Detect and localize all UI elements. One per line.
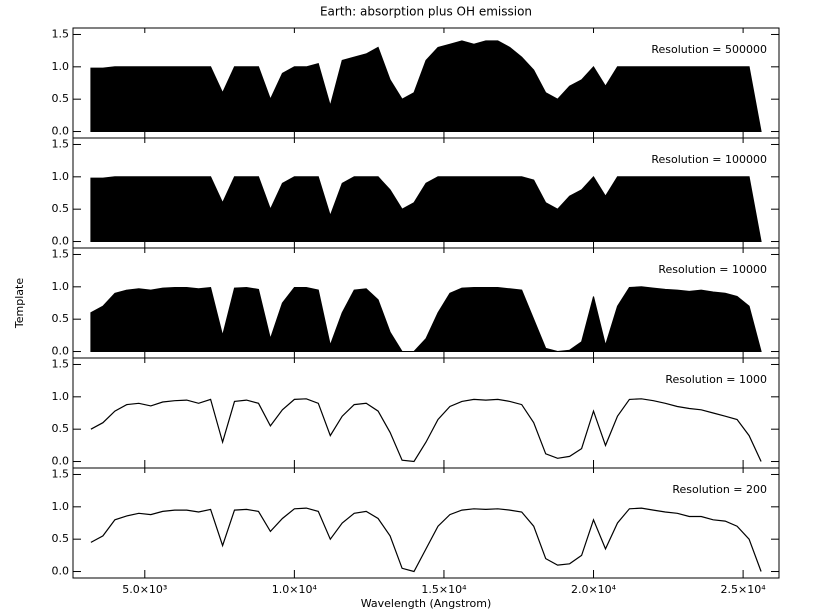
annotation: Resolution = 100000	[651, 153, 767, 166]
x-tick-label: 5.0×10³	[122, 583, 167, 596]
y-tick-label: 0.5	[52, 312, 70, 325]
chart-title: Earth: absorption plus OH emission	[320, 5, 532, 19]
annotation: Resolution = 1000	[665, 373, 767, 386]
y-tick-label: 1.0	[52, 60, 70, 73]
y-tick-label: 0.5	[52, 532, 70, 545]
annotation: Resolution = 500000	[651, 43, 767, 56]
y-tick-label: 0.5	[52, 202, 70, 215]
y-tick-label: 1.0	[52, 390, 70, 403]
y-axis-label: Template	[13, 278, 26, 329]
y-tick-label: 0.0	[52, 235, 70, 248]
x-tick-label: 2.5×10⁴	[721, 583, 767, 596]
spectrum-line	[90, 507, 762, 573]
y-tick-label: 1.0	[52, 280, 70, 293]
annotation: Resolution = 200	[672, 483, 767, 496]
y-tick-label: 1.5	[52, 137, 70, 150]
y-tick-label: 1.5	[52, 467, 70, 480]
spectrum-line	[90, 398, 762, 463]
annotation: Resolution = 10000	[658, 263, 767, 276]
y-tick-label: 1.0	[52, 500, 70, 513]
spectrum-area	[90, 40, 762, 133]
x-tick-label: 1.5×10⁴	[421, 583, 467, 596]
y-tick-label: 0.0	[52, 345, 70, 358]
y-tick-label: 1.5	[52, 357, 70, 370]
y-tick-label: 1.0	[52, 170, 70, 183]
panel-frame	[72, 467, 780, 579]
y-tick-label: 0.0	[52, 565, 70, 578]
y-tick-label: 0.5	[52, 422, 70, 435]
x-axis-label: Wavelength (Angstrom)	[361, 597, 492, 610]
y-tick-label: 0.0	[52, 455, 70, 468]
y-tick-label: 1.5	[52, 247, 70, 260]
spectrum-area	[90, 286, 762, 353]
x-tick-label: 1.0×10⁴	[272, 583, 318, 596]
y-tick-label: 0.0	[52, 125, 70, 138]
spectrum-area	[90, 175, 762, 243]
y-tick-label: 0.5	[52, 92, 70, 105]
y-tick-label: 1.5	[52, 27, 70, 40]
x-tick-label: 2.0×10⁴	[571, 583, 617, 596]
